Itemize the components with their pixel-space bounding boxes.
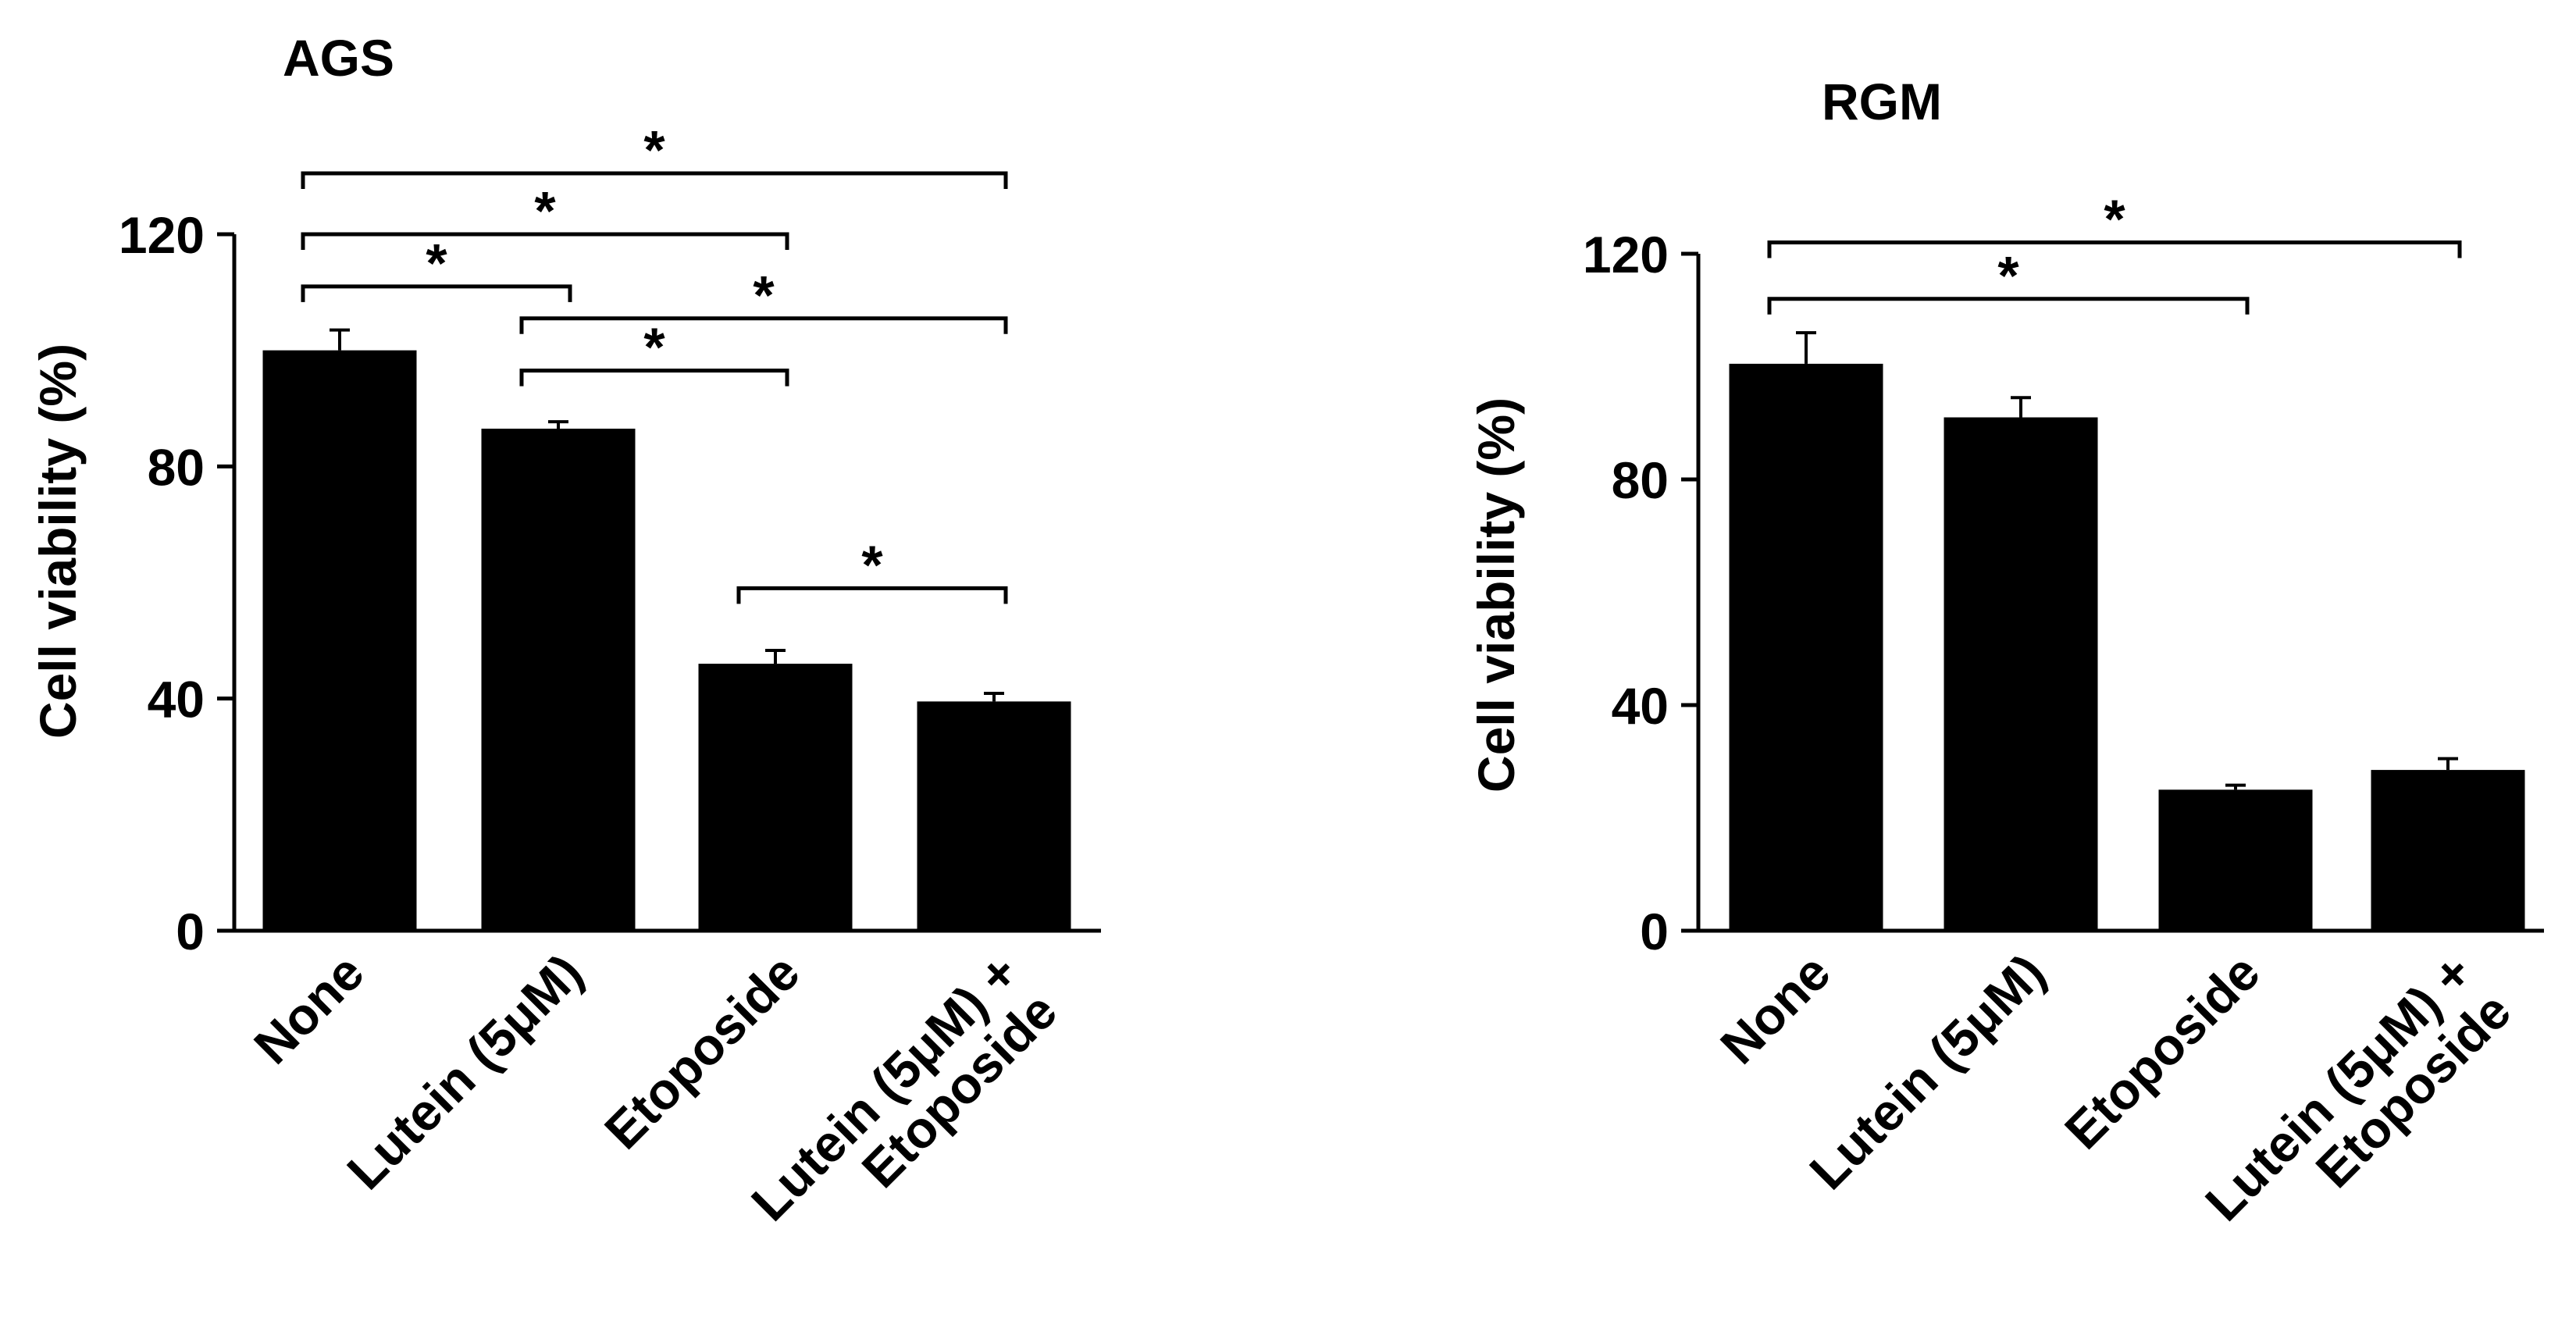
y-tick-label: 120 <box>1583 226 1669 283</box>
x-tick-label: None <box>243 943 375 1075</box>
significance-bracket <box>519 316 1008 334</box>
significance-label: * <box>2104 189 2125 250</box>
significance-label: * <box>534 180 556 241</box>
bar <box>917 701 1071 931</box>
chart-title: AGS <box>283 29 394 87</box>
y-tick-label: 80 <box>1612 451 1669 509</box>
bar <box>262 350 417 932</box>
x-tick-label: Lutein (5μM) <box>336 943 593 1201</box>
y-tick-label: 0 <box>176 903 205 960</box>
x-tick-label: None <box>1709 943 1841 1075</box>
significance-bracket <box>1767 297 2250 315</box>
x-tick-label: Etoposide <box>2054 943 2271 1160</box>
y-tick-label: 120 <box>119 206 205 264</box>
bar <box>2158 789 2313 931</box>
bar <box>2371 770 2525 931</box>
significance-bracket <box>301 284 572 302</box>
x-tick-label-line: Etoposide <box>2054 943 2271 1160</box>
bar <box>481 429 636 931</box>
chart-title: RGM <box>1822 73 1942 130</box>
significance-bracket <box>519 369 789 386</box>
significance-label: * <box>1997 245 2019 306</box>
y-tick-label: 40 <box>148 671 205 728</box>
x-tick-label-line: Lutein (5μM) <box>336 943 593 1201</box>
significance-bracket <box>1767 240 2462 258</box>
x-tick-label: Etoposide <box>593 943 811 1160</box>
chart-panel-ags: AGS Cell viability (%) 0 40 80 120 NoneLutei… <box>29 29 1101 1232</box>
bar <box>1729 363 1883 931</box>
significance-label: * <box>643 119 665 180</box>
y-tick-label: 80 <box>148 438 205 496</box>
x-tick-label-line: None <box>1709 943 1841 1075</box>
x-tick-label-line: Etoposide <box>593 943 811 1160</box>
y-axis-label: Cell viability (%) <box>1467 397 1525 793</box>
bar <box>698 664 853 931</box>
bar <box>1944 417 2098 931</box>
significance-bracket <box>736 586 1008 604</box>
significance-label: * <box>861 534 883 595</box>
significance-bracket <box>301 171 1008 189</box>
significance-label: * <box>753 265 775 326</box>
x-tick-label-line: None <box>243 943 375 1075</box>
chart-panel-rgm: RGM Cell viability (%) 04080120NoneLutei… <box>1467 73 2544 1232</box>
y-axis-label: Cell viability (%) <box>29 344 87 739</box>
significance-bracket <box>301 232 789 250</box>
significance-label: * <box>426 233 447 294</box>
y-tick-label: 40 <box>1612 677 1669 735</box>
y-tick-label: 0 <box>1640 903 1669 960</box>
significance-label: * <box>643 317 665 378</box>
